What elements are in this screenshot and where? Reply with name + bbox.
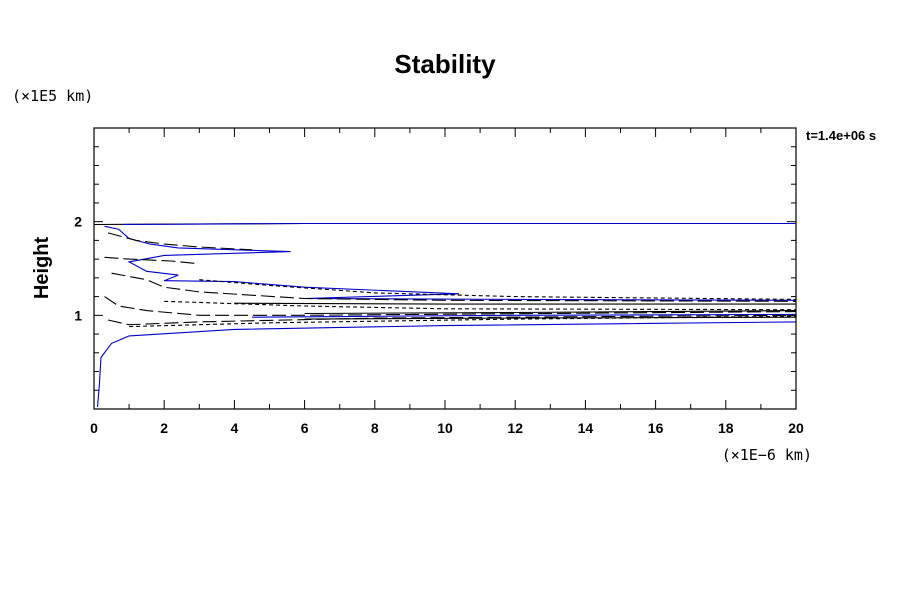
y-unit-label: (×1E5 km) bbox=[12, 87, 93, 105]
contour-line-solid bbox=[234, 302, 796, 305]
contour-line-dotted bbox=[129, 315, 797, 328]
x-tick-label: 16 bbox=[648, 420, 664, 436]
contour-lines bbox=[93, 222, 797, 408]
contour-line-solid bbox=[96, 321, 797, 408]
contour-line-dotted bbox=[199, 279, 797, 300]
x-tick-label: 8 bbox=[371, 420, 379, 436]
contour-line-dashed bbox=[107, 232, 253, 251]
axis-ticks bbox=[93, 127, 797, 410]
contour-line-solid bbox=[104, 225, 797, 301]
x-tick-label: 4 bbox=[231, 420, 239, 436]
x-unit-label: (×1E−6 km) bbox=[722, 446, 812, 464]
contour-line-solid bbox=[304, 316, 797, 320]
contour-line-solid bbox=[122, 222, 796, 226]
y-tick-label: 1 bbox=[74, 307, 82, 323]
plot-frame bbox=[93, 127, 797, 410]
x-tick-label: 18 bbox=[718, 420, 734, 436]
contour-line-dotted bbox=[164, 300, 797, 311]
y-tick-label: 2 bbox=[74, 214, 82, 230]
contour-line-solid bbox=[251, 313, 797, 318]
x-tick-label: 12 bbox=[507, 420, 523, 436]
x-tick-label: 14 bbox=[578, 420, 594, 436]
x-tick-label: 10 bbox=[437, 420, 453, 436]
x-tick-label: 20 bbox=[788, 420, 804, 436]
time-label: t=1.4e+06 s bbox=[806, 128, 876, 143]
x-tick-label: 6 bbox=[301, 420, 309, 436]
chart-title: Stability bbox=[394, 49, 496, 79]
x-tick-label: 0 bbox=[90, 420, 98, 436]
contour-line-dashed bbox=[104, 296, 797, 316]
x-tick-label: 2 bbox=[160, 420, 168, 436]
y-axis-label: Height bbox=[31, 237, 53, 300]
contour-line-solid bbox=[304, 310, 797, 315]
contour-line-dashed bbox=[111, 272, 797, 302]
contour-line-dashed bbox=[107, 314, 797, 326]
contour-line-dashed bbox=[104, 256, 200, 265]
